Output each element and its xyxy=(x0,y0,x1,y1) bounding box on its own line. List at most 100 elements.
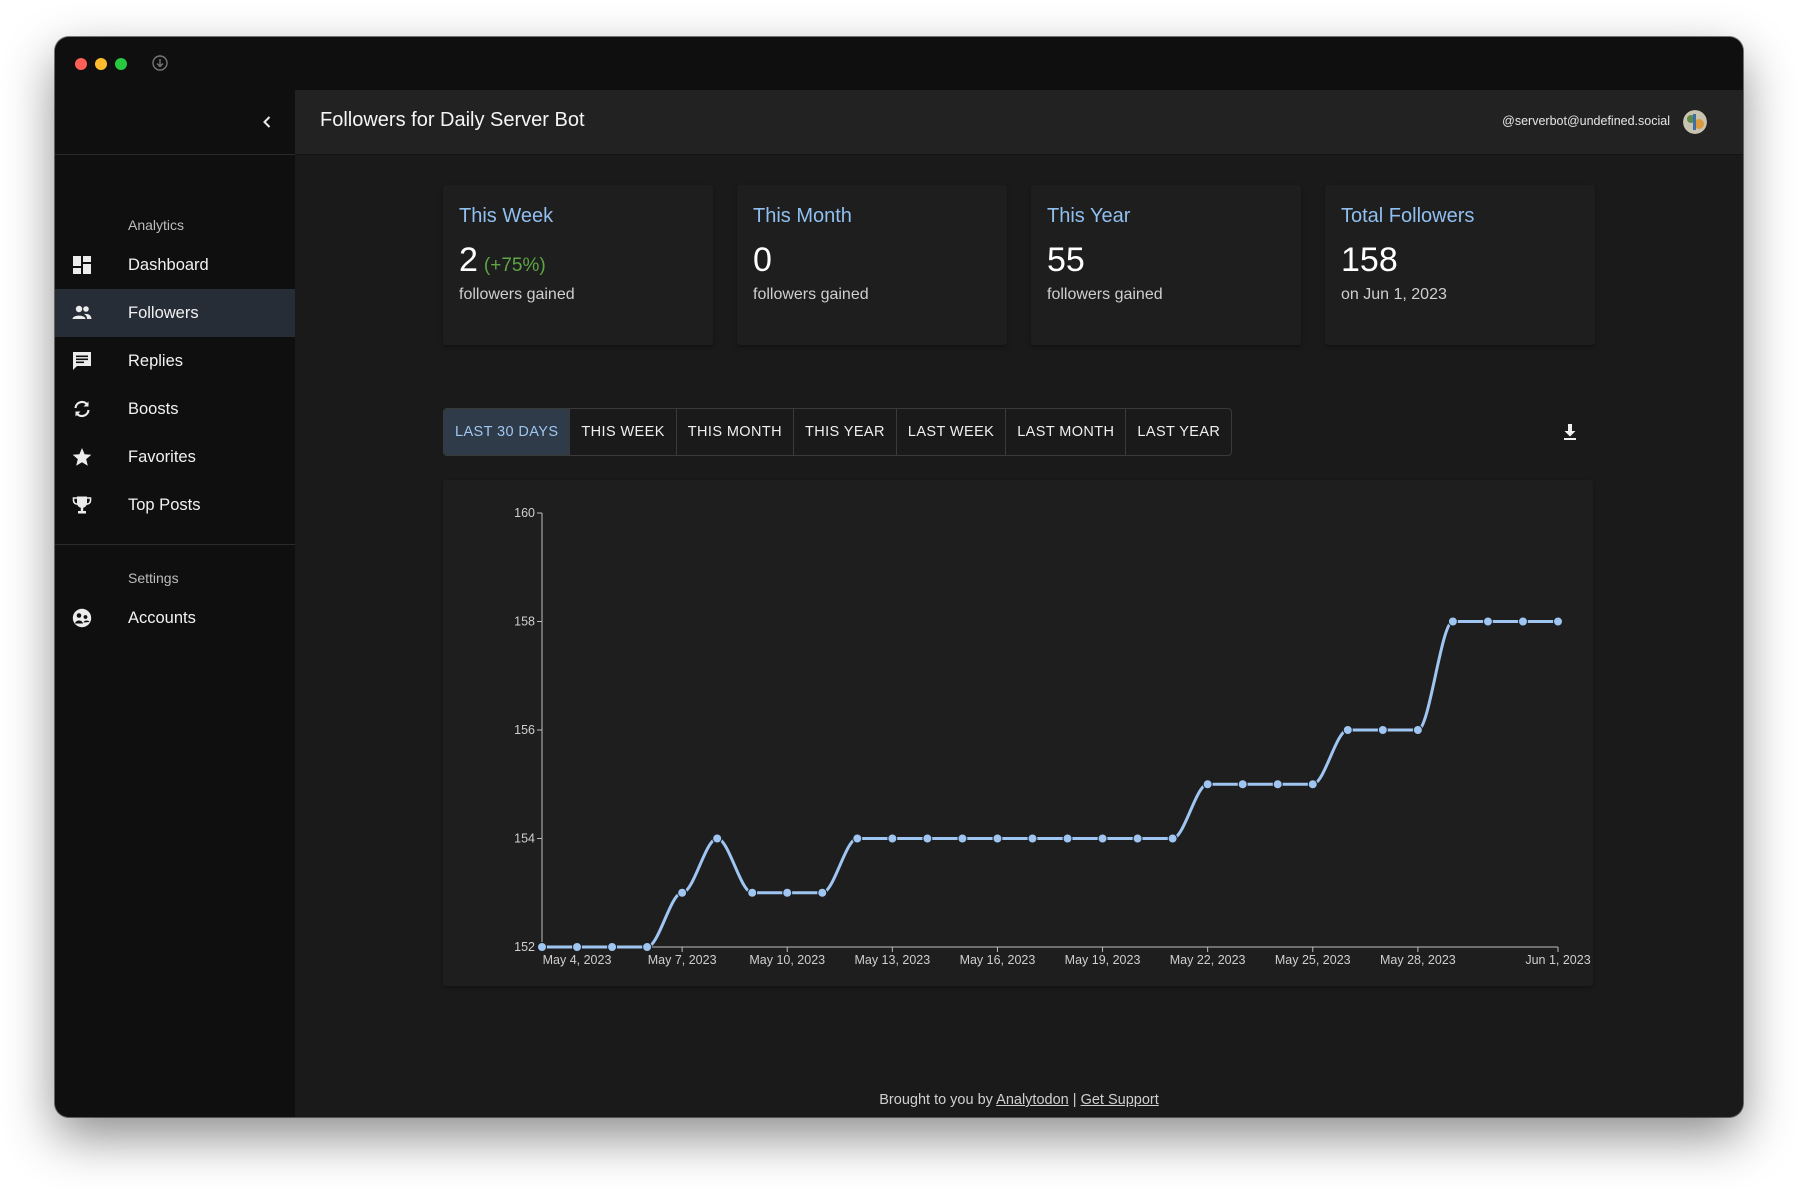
x-tick-label: May 4, 2023 xyxy=(543,953,612,967)
title-bar xyxy=(55,37,1743,90)
data-point xyxy=(1553,616,1563,627)
data-point xyxy=(1237,779,1248,790)
card-title: This Month xyxy=(753,205,852,227)
data-point xyxy=(607,942,618,952)
data-point xyxy=(1412,725,1423,735)
get-support-link[interactable]: Get Support xyxy=(1080,1092,1159,1108)
sidebar-item-boosts[interactable]: Boosts xyxy=(55,385,295,433)
data-point xyxy=(852,833,863,844)
series-line-followers xyxy=(541,620,1558,949)
tab-last-month[interactable]: LAST MONTH xyxy=(1006,409,1127,455)
analytodon-link[interactable]: Analytodon xyxy=(996,1092,1069,1108)
data-point xyxy=(1097,833,1108,844)
x-tick-label: May 10, 2023 xyxy=(749,953,825,967)
data-point xyxy=(1447,616,1458,627)
data-point xyxy=(1342,725,1353,735)
card-value: 0 xyxy=(753,241,772,279)
x-tick-label: May 19, 2023 xyxy=(1065,953,1141,967)
data-point xyxy=(1482,616,1493,627)
data-point xyxy=(1307,779,1318,790)
sidebar-item-label: Boosts xyxy=(128,399,179,418)
x-tick-label: May 16, 2023 xyxy=(960,953,1036,967)
data-point xyxy=(992,833,1003,844)
boost-icon xyxy=(74,400,90,418)
stat-card-this-month: This Month 0 followers gained xyxy=(737,185,1007,345)
data-point xyxy=(712,833,723,844)
data-point xyxy=(747,887,758,898)
y-tick-label: 156 xyxy=(514,723,535,737)
card-subtitle: followers gained xyxy=(753,286,869,303)
x-tick-label: May 28, 2023 xyxy=(1380,953,1456,967)
sidebar-item-top-posts[interactable]: Top Posts xyxy=(55,481,295,529)
data-point xyxy=(922,833,933,844)
trophy-icon xyxy=(72,496,92,514)
sidebar-item-label: Followers xyxy=(128,303,199,322)
data-point xyxy=(957,833,968,844)
data-point xyxy=(572,942,583,952)
sidebar-item-label: Favorites xyxy=(128,447,196,466)
x-tick-label: Jun 1, 2023 xyxy=(1525,953,1590,967)
main-content: This Week 2 (+75%) followers gained This … xyxy=(295,155,1743,1117)
data-point xyxy=(1272,779,1283,790)
change-percentage: (+75%) xyxy=(483,255,546,276)
sidebar-item-favorites[interactable]: Favorites xyxy=(55,433,295,481)
maximize-window-button[interactable] xyxy=(115,58,127,70)
data-point xyxy=(1202,779,1213,790)
sidebar-item-label: Top Posts xyxy=(128,495,201,514)
data-point xyxy=(817,887,828,898)
data-point xyxy=(642,942,653,952)
card-title: Total Followers xyxy=(1341,205,1475,227)
stat-card-this-week: This Week 2 (+75%) followers gained xyxy=(443,185,713,345)
card-title: This Week xyxy=(459,205,554,227)
divider xyxy=(55,544,295,545)
stat-card-total-followers: Total Followers 158 on Jun 1, 2023 xyxy=(1325,185,1595,345)
close-window-button[interactable] xyxy=(75,58,87,70)
card-subtitle: on Jun 1, 2023 xyxy=(1341,286,1447,303)
tab-last-week[interactable]: LAST WEEK xyxy=(897,409,1007,455)
tab-this-month[interactable]: THIS MONTH xyxy=(677,409,794,455)
data-point xyxy=(1167,833,1178,844)
card-value: 55 xyxy=(1047,241,1085,279)
data-point xyxy=(1132,833,1143,844)
download-icon[interactable] xyxy=(1558,420,1582,444)
x-tick-label: May 25, 2023 xyxy=(1275,953,1351,967)
x-tick-label: May 7, 2023 xyxy=(648,953,717,967)
sidebar-item-replies[interactable]: Replies xyxy=(55,337,295,385)
card-subtitle: followers gained xyxy=(1047,286,1163,303)
sidebar-item-label: Accounts xyxy=(128,608,196,627)
card-value: 158 xyxy=(1341,241,1398,279)
timeframe-tabs: LAST 30 DAYS THIS WEEK THIS MONTH THIS Y… xyxy=(443,408,1233,456)
data-point xyxy=(1517,616,1528,627)
data-point xyxy=(887,833,898,844)
y-tick-label: 158 xyxy=(514,615,535,629)
tab-this-year[interactable]: THIS YEAR xyxy=(794,409,897,455)
footer: Brought to you by Analytodon | Get Suppo… xyxy=(295,1092,1743,1108)
people-icon xyxy=(72,305,92,319)
y-tick-label: 160 xyxy=(514,506,535,520)
collapse-sidebar-button[interactable] xyxy=(255,110,279,134)
data-point xyxy=(1377,725,1388,735)
tab-this-week[interactable]: THIS WEEK xyxy=(570,409,677,455)
sidebar-item-dashboard[interactable]: Dashboard xyxy=(55,241,295,289)
minimize-window-button[interactable] xyxy=(95,58,107,70)
tab-last-30-days[interactable]: LAST 30 DAYS xyxy=(444,409,571,455)
star-icon xyxy=(72,448,92,466)
y-tick-label: 152 xyxy=(514,940,535,954)
comment-icon xyxy=(73,352,91,370)
card-title: This Year xyxy=(1047,205,1131,227)
accounts-icon xyxy=(72,608,92,628)
sidebar-item-followers[interactable]: Followers xyxy=(55,289,295,337)
tab-last-year[interactable]: LAST YEAR xyxy=(1137,424,1221,440)
sidebar-item-label: Dashboard xyxy=(128,255,209,274)
y-tick-label: 154 xyxy=(514,832,535,846)
analytics-section-label: Analytics xyxy=(128,217,185,233)
card-subtitle: followers gained xyxy=(459,286,575,303)
stat-card-this-year: This Year 55 followers gained xyxy=(1031,185,1301,345)
download-status-icon[interactable] xyxy=(151,54,169,72)
data-point xyxy=(782,887,793,898)
footer-separator: | xyxy=(1072,1092,1077,1108)
sidebar-item-accounts[interactable]: Accounts xyxy=(55,594,295,642)
data-point xyxy=(1027,833,1038,844)
account-handle[interactable]: @serverbot@undefined.social xyxy=(1502,114,1670,128)
avatar[interactable] xyxy=(1683,110,1707,134)
